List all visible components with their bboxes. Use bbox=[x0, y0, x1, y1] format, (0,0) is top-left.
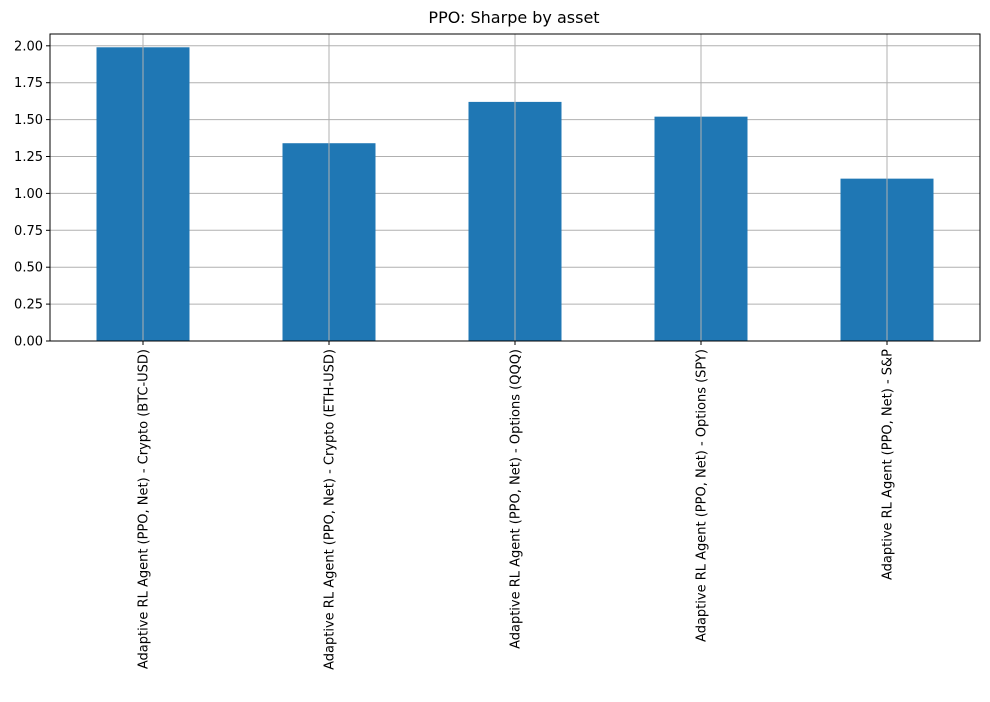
x-tick-label: Adaptive RL Agent (PPO, Net) - Crypto (B… bbox=[137, 349, 152, 669]
y-tick-label: 1.25 bbox=[14, 150, 43, 165]
y-tick-label: 1.75 bbox=[14, 76, 43, 91]
y-axis-ticks: 0.00 0.25 0.50 0.75 1.00 1.25 1.50 1.75 2.00 bbox=[14, 39, 50, 350]
vgrid-layer bbox=[142, 34, 888, 341]
chart-title: PPO: Sharpe by asset bbox=[428, 8, 599, 27]
x-axis-ticks: Adaptive RL Agent (PPO, Net) - Crypto (B… bbox=[137, 341, 896, 670]
x-tick-label: Adaptive RL Agent (PPO, Net) - Options (… bbox=[695, 349, 710, 642]
x-tick-label: Adaptive RL Agent (PPO, Net) - S&P bbox=[881, 349, 896, 580]
y-tick-label: 1.50 bbox=[14, 113, 43, 128]
y-tick-label: 0.00 bbox=[14, 335, 43, 350]
y-tick-label: 0.25 bbox=[14, 298, 43, 313]
y-tick-label: 0.75 bbox=[14, 224, 43, 239]
y-tick-label: 2.00 bbox=[14, 39, 43, 54]
x-tick-label: Adaptive RL Agent (PPO, Net) - Options (… bbox=[509, 349, 524, 649]
y-tick-label: 0.50 bbox=[14, 261, 43, 276]
x-tick-label: Adaptive RL Agent (PPO, Net) - Crypto (E… bbox=[323, 349, 338, 670]
y-tick-label: 1.00 bbox=[14, 187, 43, 202]
